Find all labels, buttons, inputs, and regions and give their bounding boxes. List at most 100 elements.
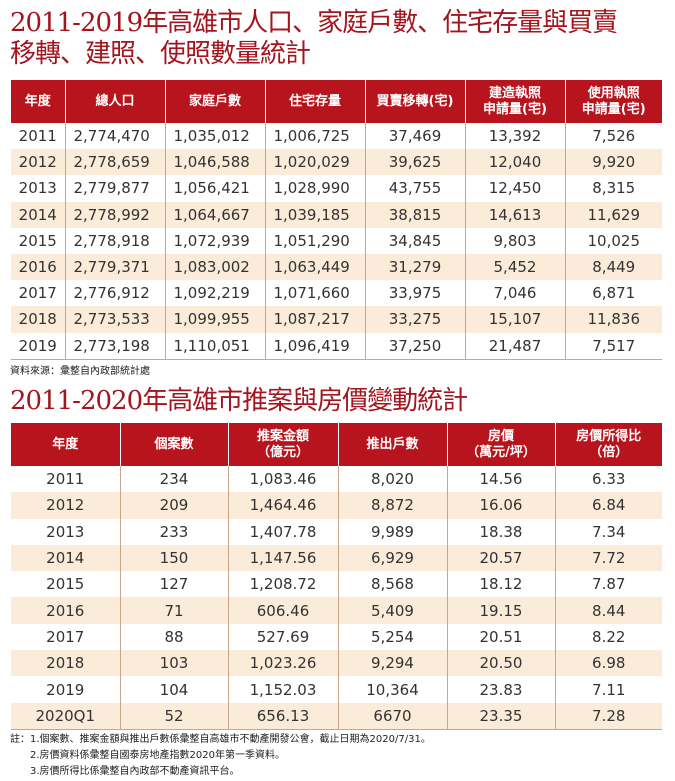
table-row: 2018 2,773,533 1,099,955 1,087,217 33,275 15,… (11, 306, 662, 333)
table-cell: 6.84 (555, 492, 662, 519)
table-row: 2019 104 1,152.03 10,364 23.83 7.11 (11, 676, 662, 703)
table-cell: 12,040 (465, 149, 566, 176)
table-cell: 2,779,877 (65, 175, 166, 202)
table-cell: 150 (120, 544, 229, 572)
table-cell: 2,774,470 (65, 123, 166, 150)
table-cell: 2013 (11, 175, 66, 202)
note-1: 1.個案數、推案金額與推出戶數係彙整自高雄市不動產開發公會，截止日期為2020/… (30, 734, 431, 745)
table-cell: 2020Q1 (11, 702, 121, 730)
table-cell: 7.28 (555, 702, 662, 730)
table-row: 2013 233 1,407.78 9,989 18.38 7.34 (11, 518, 662, 545)
table-cell: 1,087,217 (265, 306, 366, 333)
table-cell: 12,450 (465, 175, 566, 202)
table-cell: 33,975 (365, 280, 466, 307)
table-cell: 1,099,955 (165, 306, 266, 333)
table-cell: 5,452 (465, 253, 566, 281)
table-cell: 1,020,029 (265, 149, 366, 176)
table-cell: 6.33 (592, 470, 626, 489)
table-cell: 1,407.78 (228, 518, 339, 545)
column-header: 房價所得比 （倍） (555, 423, 662, 466)
table-row: 2012 209 1,464.46 8,872 16.06 6.84 (11, 492, 662, 519)
table-row: 2020Q1 52 656.13 6670 23.35 7.28 (11, 702, 662, 730)
table-cell: 2,776,912 (65, 280, 166, 307)
table-cell: 2,778,918 (65, 227, 166, 254)
column-header: 家庭戶數 (165, 80, 266, 123)
table-cell: 15,107 (465, 306, 566, 333)
table-cell: 7,526 (592, 127, 636, 146)
table-cell: 8.22 (592, 627, 626, 646)
table-cell: 37,250 (365, 332, 466, 360)
table-cell: 18.12 (447, 571, 556, 598)
table-cell: 34,845 (365, 227, 466, 254)
table-cell: 2017 (11, 280, 66, 307)
population-housing-table: 年度 總人口 家庭戶數 住宅存量 買賣移轉(宅) 建造執照 申請量(宅) 使用執照 申請量(… (11, 80, 662, 360)
table-cell: 9,920 (565, 149, 662, 176)
table-row: 2015 2,778,918 1,072,939 1,051,290 34,845 9,8… (11, 227, 662, 254)
table-cell: 16.06 (447, 492, 556, 519)
table-cell: 8,872 (338, 492, 448, 519)
table-cell: 1,096,419 (265, 332, 366, 360)
table-header-row: 年度 總人口 家庭戶數 住宅存量 買賣移轉(宅) 建造執照 申請量(宅) 使用執照 申請量(… (11, 80, 662, 123)
table-cell: 234 (120, 466, 229, 493)
table-cell: 5,254 (338, 623, 448, 651)
table-cell: 2018 (11, 306, 66, 333)
table-cell: 14.56 (447, 466, 556, 493)
table-cell: 20.57 (447, 544, 556, 572)
column-header: 推案金額 （億元） (228, 423, 339, 466)
table-row: 2018 103 1,023.26 9,294 20.50 6.98 (11, 650, 662, 677)
table-cell: 2,773,198 (65, 332, 166, 360)
table-cell: 6.98 (555, 650, 662, 677)
table-cell: 7.72 (555, 544, 662, 572)
table-cell: 1,464.46 (228, 492, 339, 519)
title-line-1: 2011-2019年高雄市人口、家庭戶數、住宅存量與買賣 (10, 8, 618, 38)
table-cell: 1,071,660 (265, 280, 366, 307)
table-cell: 1,208.72 (228, 571, 339, 598)
table-cell: 9,294 (338, 650, 448, 677)
column-header: 建造執照 申請量(宅) (465, 80, 566, 123)
table-cell: 2016 (11, 597, 121, 624)
table-row: 2017 2,776,912 1,092,219 1,071,660 33,975 7,0… (11, 280, 662, 307)
title-line-2: 移轉、建照、使照數量統計 (10, 39, 311, 69)
table-cell: 2015 (11, 571, 121, 598)
table-cell: 2016 (11, 253, 66, 281)
table2-title: 2011-2020年高雄市推案與房價變動統計 (10, 386, 468, 416)
table-row: 2013 2,779,877 1,056,421 1,028,990 43,755 12,… (11, 175, 662, 202)
column-header: 使用執照 申請量(宅) (565, 80, 662, 123)
table-cell: 71 (120, 597, 229, 624)
table-cell: 9,989 (338, 518, 448, 545)
table-row: 2011 2,774,470 1,035,012 1,006,725 37,469 13,… (11, 123, 662, 150)
table-cell: 2014 (11, 544, 121, 572)
table-cell: 13,392 (465, 123, 566, 150)
column-header: 年度 (11, 80, 66, 123)
table-cell: 1,063,449 (265, 253, 366, 281)
table-cell: 1,023.26 (228, 650, 339, 677)
table-cell: 127 (120, 571, 229, 598)
projects-price-table: 年度 個案數 推案金額 （億元） 推出戶數 房價 （萬元/坪） 房價所得比 （倍） 201… (11, 423, 662, 730)
table-header-row: 年度 個案數 推案金額 （億元） 推出戶數 房價 （萬元/坪） 房價所得比 （倍） (11, 423, 662, 466)
table-cell: 2,773,533 (65, 306, 166, 333)
table-cell: 2013 (11, 518, 121, 545)
table-cell: 1,083.46 (228, 466, 339, 493)
table-row: 2014 2,778,992 1,064,667 1,039,185 38,815 14,… (11, 201, 662, 228)
table1-title: 2011-2019年高雄市人口、家庭戶數、住宅存量與買賣 移轉、建照、使照數量統… (10, 8, 618, 70)
table-cell: 20.51 (447, 623, 556, 651)
table-cell: 8,449 (565, 253, 662, 281)
column-header: 房價 （萬元/坪） (447, 423, 556, 466)
table-cell: 103 (120, 650, 229, 677)
notes-label: 註： (10, 734, 30, 745)
table-cell: 11,836 (565, 306, 662, 333)
table-cell: 2012 (11, 149, 66, 176)
table-cell: 7.87 (592, 575, 626, 594)
table-cell: 1,046,588 (165, 149, 266, 176)
table-cell: 2017 (11, 623, 121, 651)
data-source: 資料來源：彙整自內政部統計處 (10, 366, 150, 377)
table-cell: 606.46 (228, 597, 339, 624)
table-cell: 23.83 (447, 676, 556, 703)
table-row: 2016 71 606.46 5,409 19.15 8.44 (11, 597, 662, 624)
column-header: 年度 (11, 423, 121, 466)
table-cell: 88 (120, 623, 229, 651)
table-cell: 7.11 (592, 680, 626, 699)
table-cell: 8,315 (592, 179, 636, 198)
table-cell: 104 (120, 676, 229, 703)
table-row: 2017 88 527.69 5,254 20.51 8.22 (11, 623, 662, 651)
